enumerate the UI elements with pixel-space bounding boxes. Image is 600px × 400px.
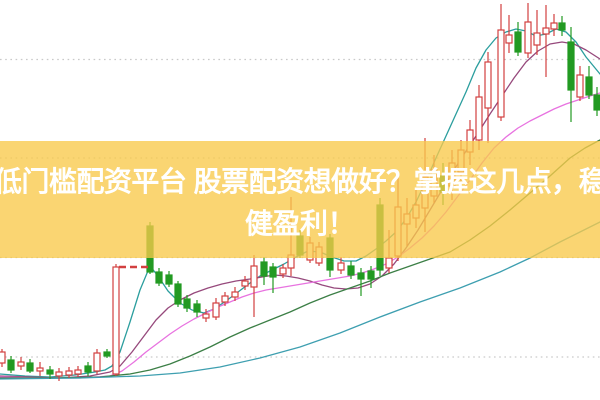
candle — [84, 365, 92, 373]
candle — [193, 303, 201, 313]
candle — [212, 302, 220, 318]
candle — [103, 351, 111, 357]
candle — [576, 74, 584, 98]
candle — [155, 271, 163, 284]
candle — [221, 295, 229, 303]
candle — [367, 270, 375, 280]
candle — [497, 29, 505, 118]
candle — [26, 362, 34, 372]
candle — [558, 22, 566, 31]
candle — [475, 96, 483, 141]
ma-mid-line — [0, 41, 600, 379]
promo-banner-line2: 健盈利！ — [244, 208, 356, 239]
candle — [567, 41, 575, 91]
candle — [357, 272, 365, 280]
candle — [347, 265, 355, 276]
candle — [542, 27, 550, 35]
candle — [260, 261, 268, 277]
candle — [585, 76, 593, 96]
candle — [55, 371, 63, 377]
candle — [269, 266, 277, 278]
candle — [112, 266, 120, 375]
candle — [7, 359, 15, 371]
candle — [231, 291, 239, 298]
candle — [337, 262, 345, 271]
candle — [241, 280, 249, 287]
candle — [174, 283, 182, 305]
candle — [36, 367, 44, 372]
candle — [65, 370, 73, 376]
ma-20-line — [0, 92, 600, 379]
candle — [514, 31, 522, 53]
candle — [74, 369, 82, 375]
candle — [93, 352, 101, 372]
candle — [385, 257, 393, 269]
candle — [533, 32, 541, 46]
candle — [524, 21, 532, 54]
candle — [165, 274, 173, 285]
candle — [183, 298, 191, 309]
candle — [0, 351, 6, 364]
candle — [46, 369, 54, 375]
candle — [593, 94, 600, 111]
promo-banner-line1: 低门槛配资平台 股票配资想做好？掌握这几点，稳 — [0, 166, 600, 197]
candle — [202, 313, 210, 319]
promo-banner: 低门槛配资平台 股票配资想做好？掌握这几点，稳 健盈利！ — [0, 141, 600, 258]
candle — [279, 267, 287, 275]
candle — [250, 265, 258, 288]
candle — [505, 34, 513, 44]
candle — [550, 22, 558, 30]
candle — [17, 361, 25, 367]
candle — [484, 61, 492, 109]
